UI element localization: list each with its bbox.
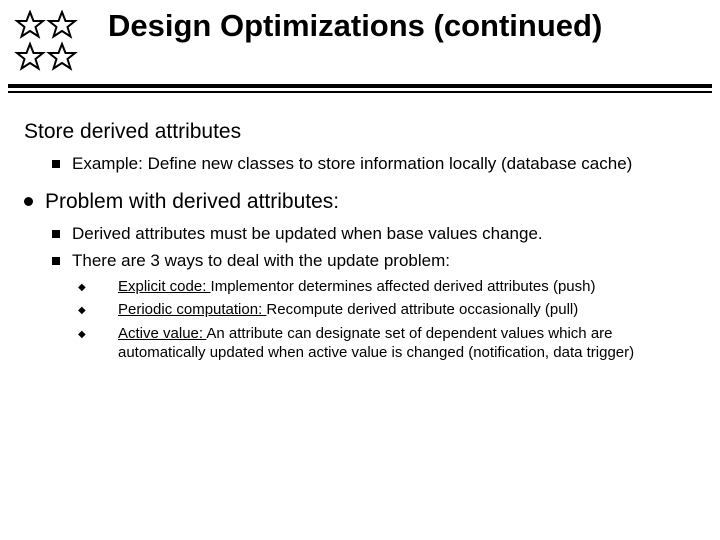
slide-header: Design Optimizations (continued) bbox=[0, 0, 720, 78]
slide-body: Store derived attributes Example: Define… bbox=[0, 93, 720, 362]
sub-bullet-item: Explicit code: Implementor determines af… bbox=[22, 277, 698, 296]
sub-bullet-text: Implementor determines affected derived … bbox=[211, 278, 596, 295]
slide-title: Design Optimizations (continued) bbox=[98, 8, 602, 44]
section-heading: Store derived attributes bbox=[22, 119, 698, 145]
bullet-item: There are 3 ways to deal with the update… bbox=[22, 250, 698, 271]
sub-bullet-item: Periodic computation: Recompute derived … bbox=[22, 300, 698, 319]
sub-bullet-text: Recompute derived attribute occasionally… bbox=[266, 301, 578, 318]
section-heading: Problem with derived attributes: bbox=[22, 189, 698, 215]
sub-bullet-label: Active value: bbox=[118, 325, 206, 342]
sub-bullet-item: Active value: An attribute can designate… bbox=[22, 324, 698, 362]
sub-bullet-label: Explicit code: bbox=[118, 278, 211, 295]
logo-stars bbox=[10, 10, 98, 78]
sub-bullet-label: Periodic computation: bbox=[118, 301, 266, 318]
rule-thick bbox=[8, 84, 712, 88]
title-underline bbox=[0, 84, 720, 93]
star-cluster-icon bbox=[10, 10, 98, 80]
slide: Design Optimizations (continued) Store d… bbox=[0, 0, 720, 540]
bullet-item: Derived attributes must be updated when … bbox=[22, 223, 698, 244]
bullet-item: Example: Define new classes to store inf… bbox=[22, 153, 698, 174]
